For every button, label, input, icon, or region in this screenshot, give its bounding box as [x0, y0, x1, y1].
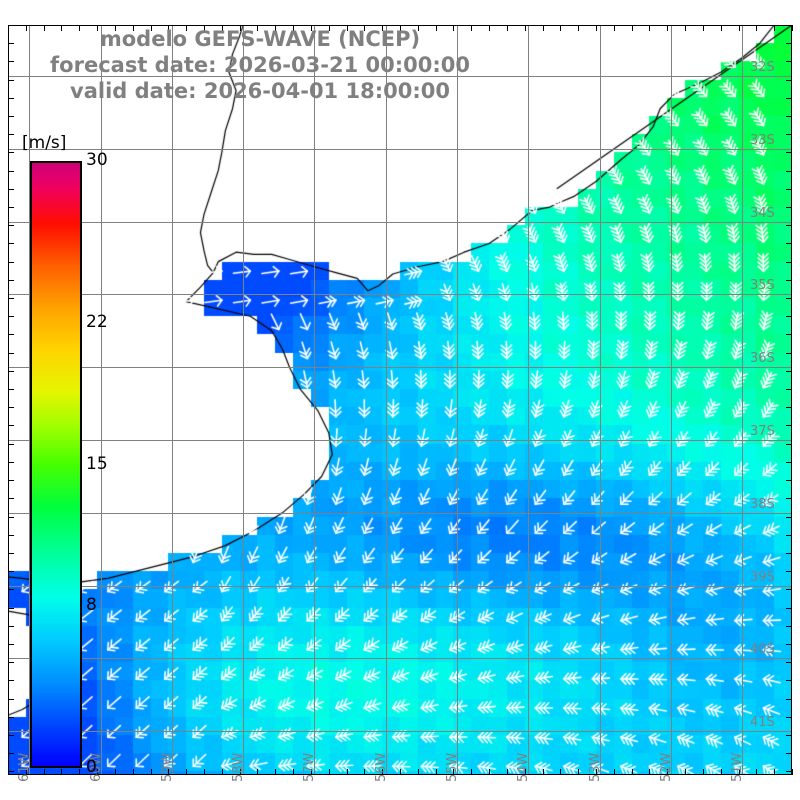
- lon-label-52W: 52W: [658, 752, 674, 782]
- colorbar[interactable]: [30, 161, 82, 768]
- colorbar-unit-label: [m/s]: [22, 133, 67, 153]
- wind-speed-raster: [8, 25, 792, 775]
- lat-label-33S: 33S: [750, 132, 775, 148]
- lat-label-38S: 38S: [750, 496, 775, 512]
- lon-label-55W: 55W: [445, 752, 461, 782]
- lon-label-57W: 57W: [302, 752, 318, 782]
- lat-label-36S: 36S: [750, 351, 775, 367]
- lon-label-59W: 59W: [159, 752, 175, 782]
- lat-label-39S: 39S: [750, 569, 775, 585]
- wind-speed-field: [8, 25, 792, 775]
- title-valid-line: valid date: 2026-04-01 18:00:00: [70, 79, 450, 103]
- lon-label-51W: 51W: [730, 752, 746, 782]
- colorbar-tick-30: 30: [86, 150, 108, 170]
- lat-label-37S: 37S: [750, 424, 775, 440]
- colorbar-tick-15: 15: [86, 453, 108, 474]
- lon-label-58W: 58W: [231, 752, 247, 782]
- lat-label-32S: 32S: [750, 59, 775, 75]
- title-model-line: modelo GEFS-WAVE (NCEP): [99, 27, 421, 51]
- title-forecast-line: forecast date: 2026-03-21 00:00:00: [50, 53, 470, 77]
- lon-label-56W: 56W: [373, 752, 389, 782]
- lat-label-40S: 40S: [750, 642, 775, 658]
- colorbar-tick-22: 22: [86, 311, 108, 332]
- lat-label-41S: 41S: [750, 715, 775, 731]
- lon-label-54W: 54W: [516, 752, 532, 782]
- colorbar-tick-0: 0: [86, 757, 97, 777]
- map-plot-area[interactable]: [8, 25, 792, 775]
- colorbar-tick-8: 8: [86, 595, 97, 616]
- lat-label-34S: 34S: [750, 205, 775, 221]
- figure-title: modelo GEFS-WAVE (NCEP) forecast date: 2…: [0, 26, 520, 104]
- colorbar-gradient: [30, 161, 82, 768]
- lon-label-53W: 53W: [587, 752, 603, 782]
- lat-label-35S: 35S: [750, 278, 775, 294]
